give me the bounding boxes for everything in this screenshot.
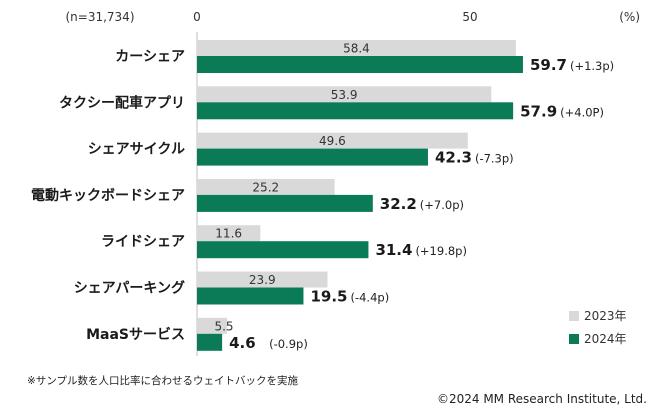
- bar-2024-value-label: 31.4: [375, 241, 412, 259]
- copyright: ©2024 MM Research Institute, Ltd.: [436, 392, 647, 406]
- bar-2023-value-label: 53.9: [331, 88, 358, 102]
- bar-2024-value-label: 19.5: [310, 288, 347, 306]
- change-label: (+1.3p): [570, 59, 614, 73]
- legend-swatch-2023: [569, 311, 579, 321]
- bar-2023: [197, 225, 261, 242]
- legend-swatch-2024: [569, 334, 579, 344]
- bar-2024-value-label: 59.7: [530, 56, 567, 74]
- category-label: シェアサイクル: [88, 142, 185, 158]
- bar-2023-value-label: 58.4: [343, 42, 370, 56]
- bar-2024: [197, 102, 514, 120]
- change-label: (+4.0P): [560, 105, 604, 119]
- bar-2024-value-label: 4.6: [229, 334, 256, 352]
- bar-2023-value-label: 25.2: [252, 180, 279, 194]
- bar-2024: [197, 241, 369, 259]
- bar-2023: [197, 178, 335, 195]
- bar-2024: [197, 333, 223, 351]
- unit-label: (%): [619, 10, 640, 24]
- bar-2024: [197, 148, 428, 166]
- sample-size-label: (n=31,734): [65, 10, 134, 24]
- category-label: MaaSサービス: [86, 327, 185, 343]
- bar-2023-value-label: 49.6: [319, 134, 346, 148]
- bar-2024: [197, 194, 373, 212]
- legend-label-2023: 2023年: [584, 309, 627, 323]
- legend-label-2024: 2024年: [584, 332, 627, 346]
- change-label: (+19.8p): [415, 244, 467, 258]
- bar-2023-value-label: 23.9: [249, 273, 276, 287]
- x-tick-label: 50: [462, 10, 477, 24]
- bar-2024-value-label: 32.2: [380, 195, 417, 213]
- x-tick-label: 0: [193, 10, 201, 24]
- change-label: (+7.0p): [420, 198, 464, 212]
- category-label: 電動キックボードシェア: [31, 187, 185, 204]
- category-label: シェアパーキング: [74, 280, 185, 297]
- footnote: ※サンプル数を人口比率に合わせるウェイトバックを実施: [27, 375, 298, 387]
- bar-2023: [197, 40, 516, 56]
- bar-2023-value-label: 11.6: [215, 227, 242, 241]
- bar-2023: [197, 132, 468, 149]
- category-label: タクシー配車アプリ: [59, 94, 185, 111]
- category-label: カーシェア: [115, 49, 185, 65]
- bar-2024: [197, 56, 523, 73]
- bar-2023: [197, 317, 228, 334]
- bar-2024-value-label: 57.9: [520, 102, 557, 120]
- change-label: (-0.9p): [269, 337, 308, 351]
- bar-2023-value-label: 5.5: [214, 319, 233, 333]
- change-label: (-4.4p): [350, 291, 389, 305]
- change-label: (-7.3p): [475, 152, 514, 166]
- bar-2023: [197, 86, 492, 103]
- bar-2024-value-label: 42.3: [435, 149, 472, 167]
- category-label: ライドシェア: [101, 234, 185, 250]
- bar-2023: [197, 271, 328, 288]
- bar-2024: [197, 287, 304, 305]
